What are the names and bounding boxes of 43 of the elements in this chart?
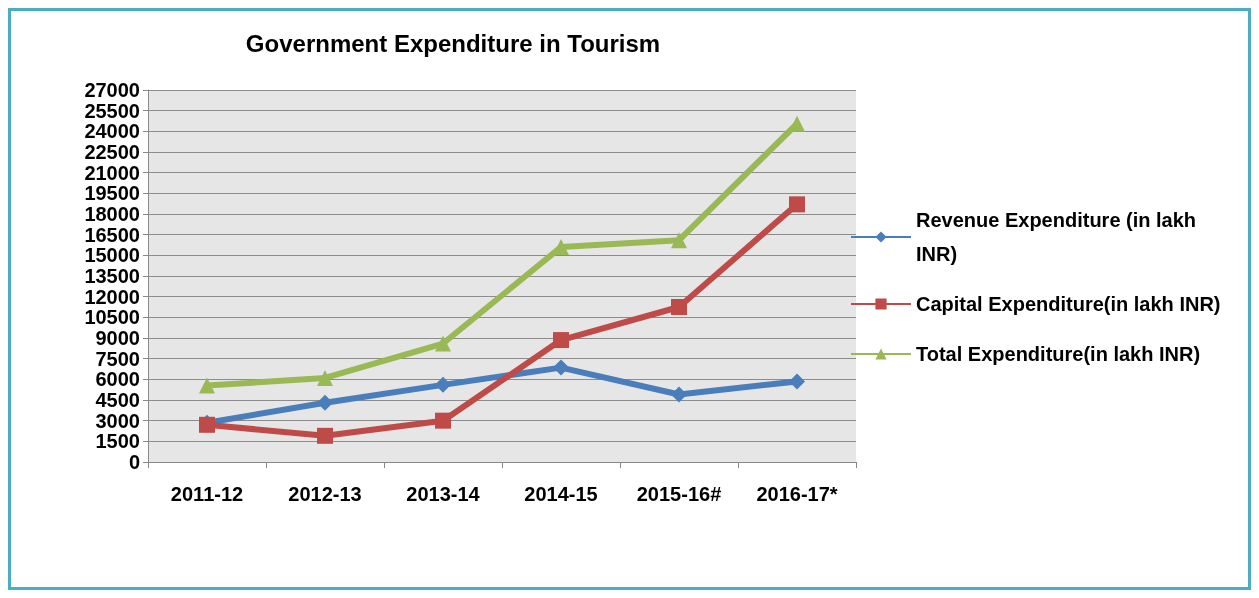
x-tick-label: 2014-15 xyxy=(524,483,598,505)
y-tick-label: 9000 xyxy=(95,327,140,349)
point xyxy=(317,369,333,386)
y-tick-label: 19500 xyxy=(84,182,140,205)
y-tick-label: 16500 xyxy=(84,223,140,246)
x-tick-label: 2011-12 xyxy=(170,483,244,505)
y-tick-label: 21000 xyxy=(84,161,140,184)
legend-label: Revenue Expenditure (in lakh INR) xyxy=(916,209,1202,265)
chart-title: Government Expenditure in Tourism xyxy=(245,29,661,57)
y-tick-label: 25500 xyxy=(84,99,140,122)
y-tick-label: 27000 xyxy=(84,79,140,101)
point xyxy=(671,232,687,249)
y-tick-label: 24000 xyxy=(84,120,140,143)
point xyxy=(317,427,333,444)
point xyxy=(435,376,451,393)
x-tick-label: 2016-17* xyxy=(756,483,838,505)
y-tick-label: 6000 xyxy=(95,368,140,391)
y-tick-label: 10500 xyxy=(84,306,140,329)
y-tick-label: 0 xyxy=(128,451,140,473)
point xyxy=(789,373,805,390)
y-tick-label: 4500 xyxy=(95,389,140,411)
point xyxy=(671,299,687,315)
point xyxy=(671,386,687,403)
y-tick-label: 12000 xyxy=(84,285,140,308)
y-tick-label: 1500 xyxy=(95,430,140,453)
x-tick-label: 2012-13 xyxy=(288,483,362,505)
point xyxy=(435,335,451,352)
x-tick-label: 2015-16# xyxy=(636,483,722,505)
y-tick-label: 7500 xyxy=(95,347,140,370)
legend-label: Capital Expenditure(in lakh INR) xyxy=(916,293,1221,315)
y-tick-label: 18000 xyxy=(84,203,140,225)
point xyxy=(553,359,569,376)
point xyxy=(553,332,569,349)
legend-label: Total Expenditure(in lakh INR) xyxy=(916,343,1201,365)
y-tick-label: 22500 xyxy=(84,141,140,163)
x-tick-label: 2013-14 xyxy=(406,483,481,505)
y-tick-label: 3000 xyxy=(95,409,140,432)
point xyxy=(199,377,215,394)
y-tick-label: 15000 xyxy=(84,244,140,267)
point xyxy=(317,394,333,411)
point xyxy=(435,412,451,429)
point xyxy=(789,196,805,213)
y-tick-label: 13500 xyxy=(84,265,140,287)
